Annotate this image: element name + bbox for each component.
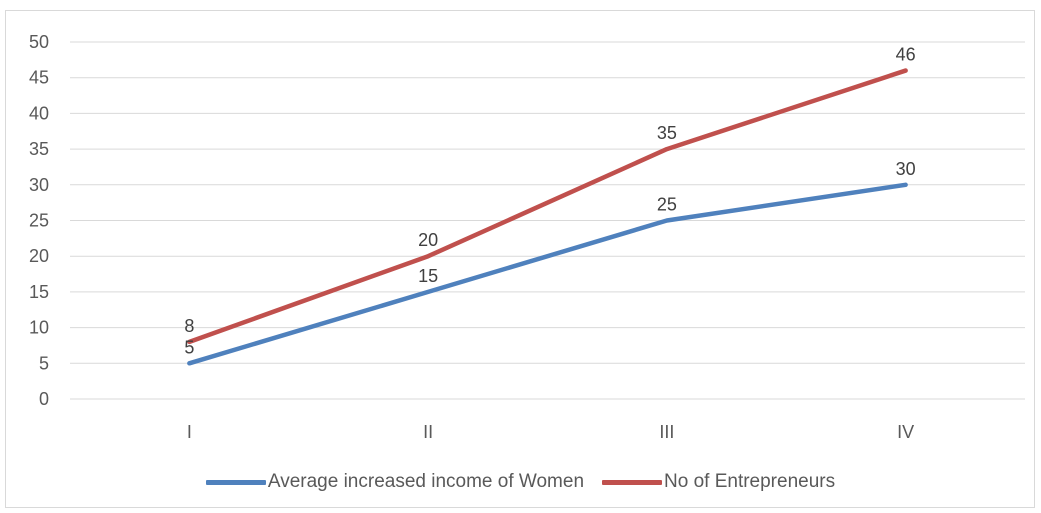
y-tick-label: 10	[29, 318, 49, 338]
y-axis-tick-labels: 0 5 10 15 20 25 30 35 40 45 50	[29, 32, 49, 409]
series-lines	[187, 68, 908, 366]
y-tick-label: 0	[39, 389, 49, 409]
y-tick-label: 35	[29, 139, 49, 159]
y-tick-label: 30	[29, 175, 49, 195]
y-tick-label: 25	[29, 211, 49, 231]
data-label-series-1: 25	[657, 195, 677, 215]
legend-swatch-series-2	[602, 479, 663, 485]
data-label-series-1: 5	[184, 337, 194, 357]
series-line-1	[187, 182, 908, 366]
y-tick-label: 45	[29, 68, 49, 88]
data-label-series-2: 20	[418, 230, 438, 250]
data-label-series-2: 35	[657, 123, 677, 143]
legend-item-series-1: Average increased income of Women	[205, 471, 585, 493]
legend-label-series-1: Average increased income of Women	[267, 471, 585, 492]
data-label-series-2: 8	[184, 316, 194, 336]
x-tick-label: II	[423, 422, 433, 442]
chart-frame	[5, 10, 1035, 508]
legend-label-series-2: No of Entrepreneurs	[664, 471, 836, 492]
data-label-series-1: 15	[418, 266, 438, 286]
gridlines	[70, 41, 1025, 400]
y-tick-label: 40	[29, 103, 49, 123]
x-tick-label: IV	[897, 422, 914, 442]
y-tick-label: 15	[29, 282, 49, 302]
legend-item-series-2: No of Entrepreneurs	[602, 471, 835, 493]
x-axis-tick-labels: I II III IV	[187, 422, 914, 442]
data-label-series-1: 30	[896, 159, 916, 179]
data-label-series-2: 46	[896, 45, 916, 65]
y-tick-label: 50	[29, 32, 49, 52]
legend-swatch-series-1	[205, 479, 266, 485]
x-tick-label: III	[659, 422, 674, 442]
x-tick-label: I	[187, 422, 192, 442]
legend: Average increased income of Women No of …	[0, 467, 1041, 497]
y-tick-label: 5	[39, 353, 49, 373]
series-line-2	[187, 68, 908, 345]
data-labels: 5 15 25 30 8 20 35 46	[184, 45, 915, 358]
y-tick-label: 20	[29, 246, 49, 266]
